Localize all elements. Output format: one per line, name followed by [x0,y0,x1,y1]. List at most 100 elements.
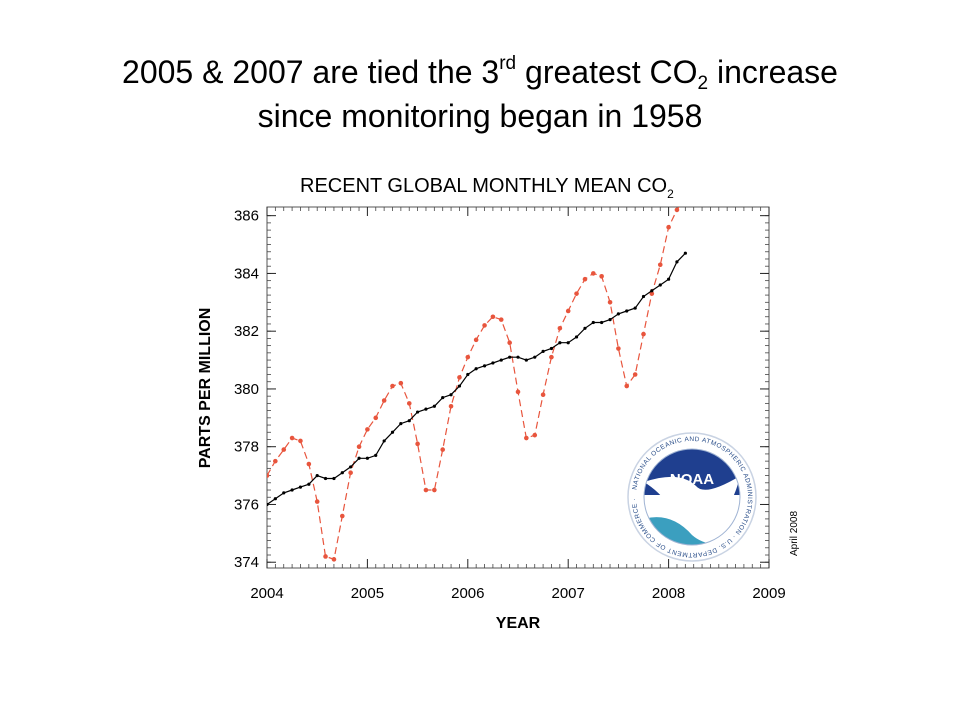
monthly-mean-point [507,340,512,346]
monthly-mean-point [624,383,630,389]
monthly-mean-point [557,325,563,331]
monthly-mean-point [591,271,596,276]
trend-point [616,312,621,316]
trend-point [298,485,303,489]
monthly-mean-point [549,354,554,360]
trend-point [491,361,495,365]
monthly-mean-point [289,435,295,441]
monthly-mean-point [532,432,538,438]
y-tick-label: 378 [234,439,259,456]
monthly-mean-series [267,196,688,562]
monthly-mean-point [582,276,588,282]
trend-point [290,488,294,492]
slide-title-line-1: 2005 & 2007 are tied the 3rd greatest CO… [0,50,960,94]
trend-point [566,341,570,345]
trend-point [416,410,420,414]
trend-point [591,320,595,325]
trend-point [315,473,319,478]
monthly-mean-point [683,196,688,201]
monthly-mean-point [314,499,320,504]
trend-point [332,476,336,481]
monthly-mean-point [616,346,621,351]
monthly-mean-point [465,354,471,360]
x-tick-label: 2005 [351,585,384,602]
slide-title-line-2: since monitoring began in 1958 [257,98,703,134]
title-text-end: increase [708,54,838,90]
trend-point [267,502,269,507]
trend-point [650,289,654,293]
trend-point [549,346,554,351]
monthly-mean-point [267,473,270,478]
monthly-mean-point [365,427,370,432]
y-tick-label: 382 [234,323,259,340]
trend-point [524,358,528,362]
monthly-mean-point [666,224,671,230]
trend-point [508,355,512,359]
title-text-start: 2005 & 2007 are tied the 3 [122,54,500,90]
trend-point [658,283,662,287]
monthly-mean-point [390,383,395,389]
monthly-mean-point [381,398,387,403]
trend-point [407,419,411,423]
monthly-mean-point [599,274,604,279]
x-axis-title: YEAR [496,615,541,632]
trend-point [541,349,545,353]
title-subscript: 2 [697,73,709,94]
date-annotation: April 2008 [789,511,800,556]
trend-point [374,453,378,457]
monthly-mean-point [473,337,479,343]
monthly-mean-point [674,207,680,213]
monthly-mean-line [267,207,680,561]
chart-title-subscript: 2 [667,187,674,201]
chart-title-main: RECENT GLOBAL MONTHLY MEAN CO [300,175,667,197]
trend-point [390,430,395,434]
title-text-middle: greatest CO [516,54,698,90]
monthly-mean-point [406,401,412,406]
monthly-mean-point [565,308,571,314]
monthly-mean-point [432,487,437,493]
trend-point [424,407,428,411]
monthly-mean-point [398,380,404,386]
x-tick-label: 2006 [451,585,484,602]
monthly-mean-point [415,441,420,447]
monthly-mean-point [323,554,328,559]
trend-point [633,306,637,310]
monthly-mean-point [356,444,362,450]
trend-point [307,482,311,486]
trend-point [273,497,277,501]
logo-wordmark: NOAA [670,471,714,488]
trend-point [449,393,453,397]
trend-point [432,404,436,408]
monthly-mean-point [657,262,663,268]
x-tick-label: 2004 [250,585,283,602]
x-tick-label: 2009 [752,585,785,602]
trend-point [533,355,537,359]
monthly-mean-point [632,372,638,377]
trend-point [641,294,646,299]
trend-point [558,341,562,345]
major-ticks [266,207,770,568]
x-tick-labels: 2004 2005 2006 2007 2008 2009 [250,585,785,602]
trend-point [625,309,629,313]
trend-point [482,364,487,368]
noaa-logo: NATIONAL OCEANIC AND ATMOSPHERIC ADMINIS… [627,432,757,562]
trend-point [357,456,361,460]
monthly-mean-point [457,375,462,380]
trend-point [365,456,369,460]
trend-point [574,335,579,339]
trend-point [667,277,671,281]
monthly-mean-point [515,389,521,395]
monthly-mean-point [482,323,487,328]
trend-point [516,355,520,359]
monthly-mean-point [273,458,278,464]
y-tick-label: 374 [234,554,259,571]
monthly-mean-point [574,291,579,296]
trend-point [608,318,612,322]
monthly-mean-point [348,470,353,475]
trend-point [382,439,386,443]
y-tick-label: 384 [234,265,259,282]
monthly-mean-point [649,291,655,296]
trend-point [349,465,353,469]
trend-point [340,471,344,475]
trend-point [399,422,403,426]
